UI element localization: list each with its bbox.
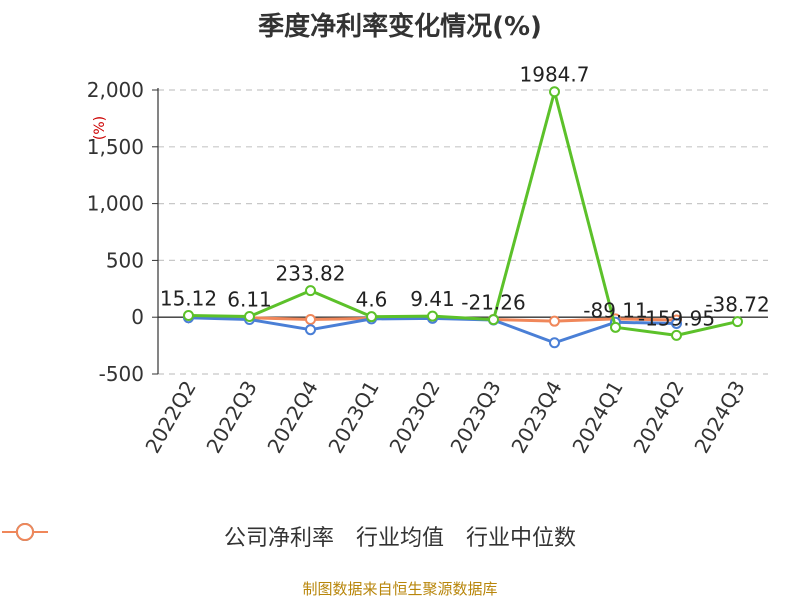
legend-label: 行业中位数 — [466, 526, 577, 551]
data-label: -89.11 — [583, 298, 647, 322]
data-point — [488, 314, 499, 326]
x-tick-label: 2022Q2 — [140, 377, 200, 458]
data-label: -159.95 — [638, 306, 715, 330]
data-label: 9.41 — [410, 287, 455, 311]
data-label: 233.82 — [276, 262, 346, 286]
series-lines — [183, 86, 743, 349]
series-line — [188, 90, 738, 337]
source-note: 制图数据来自恒生聚源数据库 — [302, 580, 498, 598]
x-tick-label: 2022Q3 — [201, 377, 261, 458]
data-point — [549, 315, 560, 327]
data-point — [549, 86, 560, 98]
y-tick-label: 500 — [106, 248, 144, 272]
y-tick-label: 1,500 — [87, 135, 144, 159]
y-tick-label: 0 — [131, 305, 144, 329]
data-point — [305, 285, 316, 297]
data-label: 6.11 — [227, 288, 272, 312]
data-label: 1984.7 — [520, 63, 590, 87]
legend-label: 公司净利率 — [223, 526, 334, 551]
legend-item-company-net-margin[interactable]: 公司净利率 — [2, 520, 334, 552]
y-tick-label: -500 — [99, 362, 144, 386]
grid-lines — [158, 89, 768, 375]
x-tick-label: 2024Q2 — [628, 377, 688, 458]
data-point — [671, 317, 682, 329]
data-label: -21.26 — [461, 291, 525, 315]
x-tick-label: 2024Q1 — [567, 377, 627, 458]
data-point — [305, 313, 316, 325]
chart-title: 季度净利率变化情况(%) — [258, 12, 542, 42]
data-label: -38.72 — [705, 293, 769, 317]
data-point — [549, 337, 560, 349]
legend-label: 行业均值 — [355, 526, 444, 551]
data-point — [427, 310, 438, 322]
y-axis-unit-label: (%) — [92, 116, 108, 140]
x-tick-label: 2024Q3 — [689, 377, 749, 458]
data-point — [244, 311, 255, 323]
x-tick-label: 2023Q1 — [323, 377, 383, 458]
y-tick-label: 2,000 — [87, 78, 144, 102]
data-label: 15.12 — [160, 286, 217, 310]
legend-item-industry-median[interactable]: 行业中位数 — [2, 520, 577, 552]
legend-marker-orange — [2, 523, 48, 541]
x-tick-label: 2023Q3 — [445, 377, 505, 458]
x-tick-label: 2022Q4 — [262, 377, 322, 458]
data-point — [610, 321, 621, 333]
legend: 公司净利率 行业均值 行业中位数 — [0, 520, 800, 552]
data-point — [366, 311, 377, 323]
x-tick-label: 2023Q4 — [506, 377, 566, 458]
legend-item-industry-average[interactable]: 行业均值 — [2, 520, 444, 552]
data-point — [305, 324, 316, 336]
data-label: 4.6 — [356, 288, 388, 312]
y-tick-label: 1,000 — [87, 192, 144, 216]
data-point — [183, 309, 194, 321]
data-point — [732, 316, 743, 328]
x-tick-label: 2023Q2 — [384, 377, 444, 458]
data-point — [671, 329, 682, 341]
